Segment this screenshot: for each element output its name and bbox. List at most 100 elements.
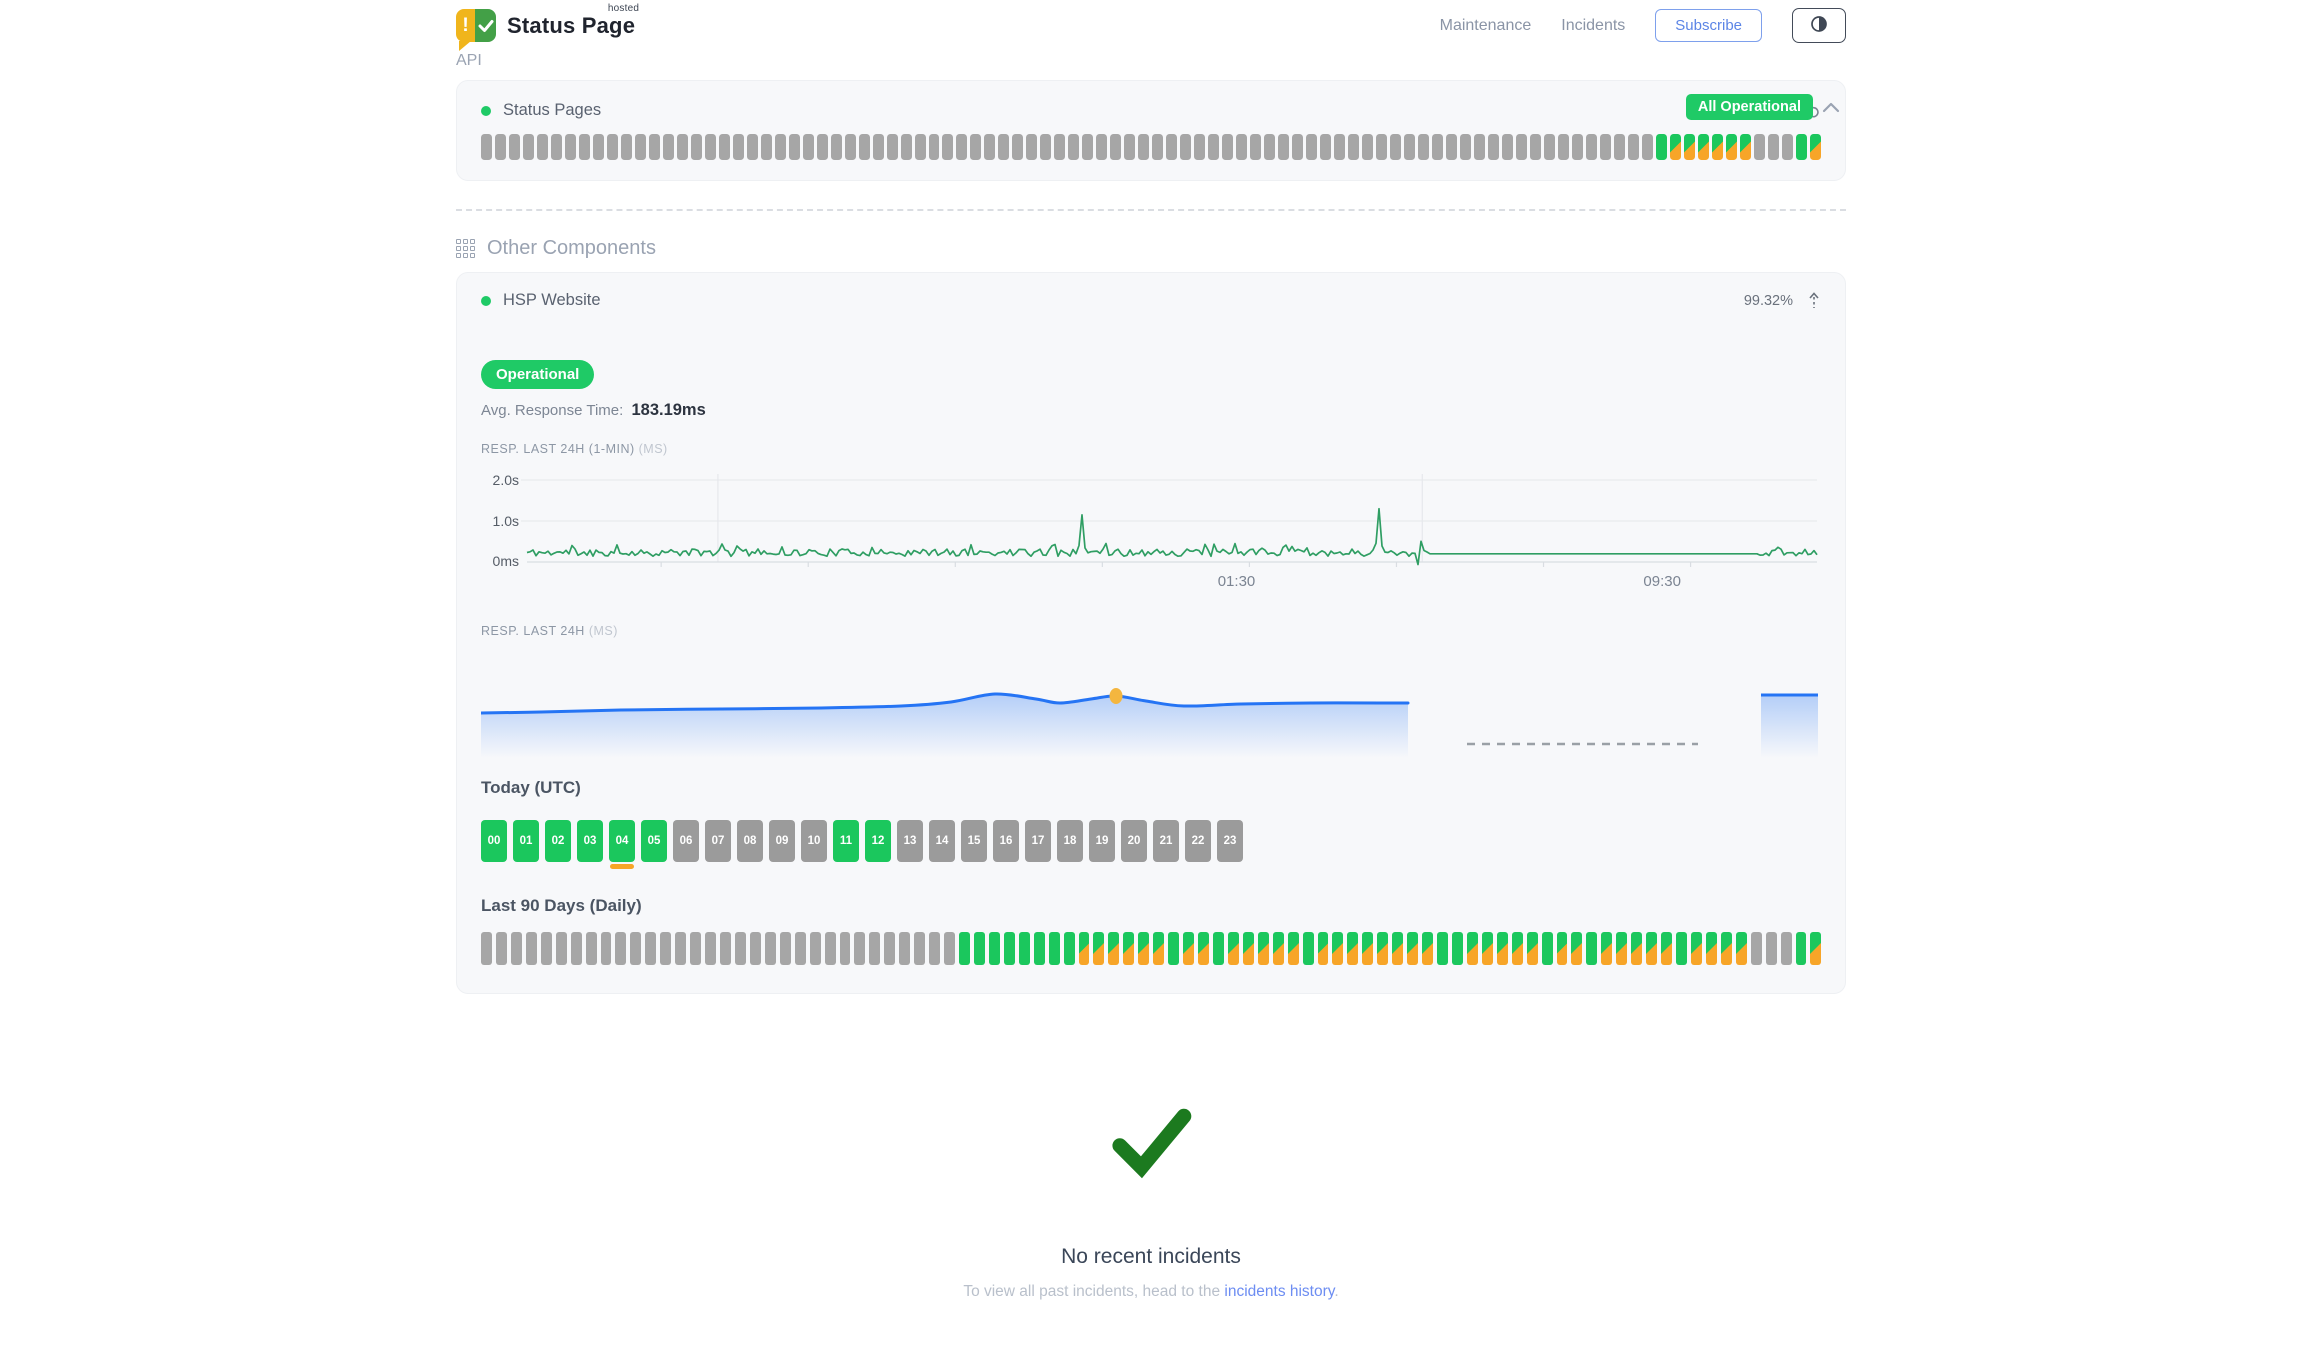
no-incidents-area: No recent incidents To view all past inc…	[456, 1104, 1846, 1301]
uptime-bar	[1599, 134, 1611, 160]
trend-up-icon	[1807, 292, 1821, 309]
uptime-bar	[1417, 134, 1429, 160]
uptime-bar	[956, 134, 968, 160]
svg-text:1.0s: 1.0s	[493, 513, 519, 529]
hour-block: 04	[609, 820, 635, 869]
uptime-bar	[1180, 134, 1192, 160]
day-bar	[1720, 932, 1732, 965]
hour-block: 18	[1057, 820, 1083, 862]
hour-block: 01	[513, 820, 539, 862]
uptime-bar	[1040, 134, 1052, 160]
day-bar	[809, 932, 821, 965]
uptime-bar	[816, 134, 828, 160]
uptime-bar	[634, 134, 646, 160]
area-chart-unit: (MS)	[588, 624, 618, 638]
hour-block: 16	[993, 820, 1019, 862]
subscribe-button[interactable]: Subscribe	[1655, 9, 1762, 42]
uptime-bar	[1320, 134, 1332, 160]
section-divider	[456, 209, 1846, 211]
day-bar	[1108, 932, 1120, 965]
day-bar	[1183, 932, 1194, 965]
uptime-bar	[1487, 134, 1499, 160]
day-bar	[839, 932, 851, 965]
uptime-bar	[1613, 134, 1625, 160]
uptime-bar	[1445, 134, 1457, 160]
day-bar	[525, 932, 537, 965]
uptime-bar	[718, 134, 730, 160]
uptime-bar	[1655, 134, 1667, 160]
day-bar	[720, 932, 731, 965]
avg-response-label: Avg. Response Time:	[481, 402, 624, 419]
uptime-bar	[1501, 134, 1513, 160]
logo-tail	[459, 41, 471, 51]
uptime-bar	[1459, 134, 1471, 160]
day-bar	[929, 932, 941, 965]
uptime-bar	[1781, 134, 1793, 160]
day-bar	[1317, 932, 1329, 965]
nav-incidents[interactable]: Incidents	[1561, 16, 1626, 34]
day-bar	[495, 932, 507, 965]
day-bar	[630, 932, 642, 965]
today-heading: Today (UTC)	[481, 778, 581, 797]
day-bar	[794, 932, 806, 965]
hour-block: 03	[577, 820, 603, 862]
hour-block: 09	[769, 820, 795, 862]
hour-block: 05	[641, 820, 667, 862]
uptime-bar	[760, 134, 772, 160]
uptime-bar	[1809, 134, 1821, 160]
incidents-history-link[interactable]: incidents history	[1224, 1283, 1335, 1300]
component-row: HSP Website 99.32%	[481, 291, 1821, 310]
uptime-bar	[1571, 134, 1583, 160]
uptime-bar	[942, 134, 954, 160]
uptime-bar	[1264, 134, 1276, 160]
status-dot	[481, 295, 491, 306]
day-bar	[779, 932, 791, 965]
uptime-bar	[550, 134, 562, 160]
hour-block: 08	[737, 820, 763, 862]
uptime-bar	[1082, 134, 1094, 160]
svg-text:2.0s: 2.0s	[493, 472, 519, 488]
nav-maintenance[interactable]: Maintenance	[1439, 16, 1532, 34]
uptime-bar	[1753, 134, 1765, 160]
hour-block: 02	[545, 820, 571, 862]
day-bar	[1347, 932, 1359, 965]
uptime-bar	[1515, 134, 1527, 160]
overall-status-badge[interactable]: All Operational	[1685, 94, 1813, 120]
uptime-bar	[970, 134, 982, 160]
uptime-bar	[536, 134, 548, 160]
uptime-bar	[1376, 134, 1387, 160]
day-bar	[734, 932, 746, 965]
svg-text:01:30: 01:30	[1218, 573, 1256, 590]
api-section-title: API	[456, 52, 482, 69]
day-bar	[824, 932, 836, 965]
uptime-bar	[1306, 134, 1318, 160]
day-bar	[1795, 932, 1807, 965]
uptime-bar	[1292, 134, 1304, 160]
svg-text:0ms: 0ms	[493, 553, 519, 569]
status-pages-card: Status Pages 99.91%	[456, 80, 1846, 181]
logo-icon: !	[456, 9, 496, 51]
uptime-bar	[1278, 134, 1290, 160]
day-bar	[570, 932, 582, 965]
uptime-bar	[1767, 134, 1779, 160]
day-bar	[1138, 932, 1150, 965]
day-bar	[1407, 932, 1419, 965]
uptime-bar	[830, 134, 842, 160]
hour-block: 17	[1025, 820, 1051, 862]
uptime-bar	[494, 134, 506, 160]
uptime-bar	[662, 134, 674, 160]
logo[interactable]: ! Status Page hosted	[456, 3, 639, 51]
uptime-bar	[1194, 134, 1206, 160]
chevron-up-icon[interactable]	[1822, 102, 1840, 113]
hour-block: 12	[865, 820, 891, 862]
avg-response-value: 183.19ms	[631, 401, 706, 419]
day-bar	[675, 932, 687, 965]
day-bar	[1750, 932, 1762, 965]
day-bar	[1168, 932, 1180, 965]
check-icon	[475, 9, 496, 42]
uptime-bar	[508, 134, 520, 160]
day-bar	[540, 932, 552, 965]
uptime-bar	[1068, 134, 1080, 160]
degraded-strip	[610, 864, 634, 869]
theme-toggle-button[interactable]	[1792, 8, 1846, 43]
